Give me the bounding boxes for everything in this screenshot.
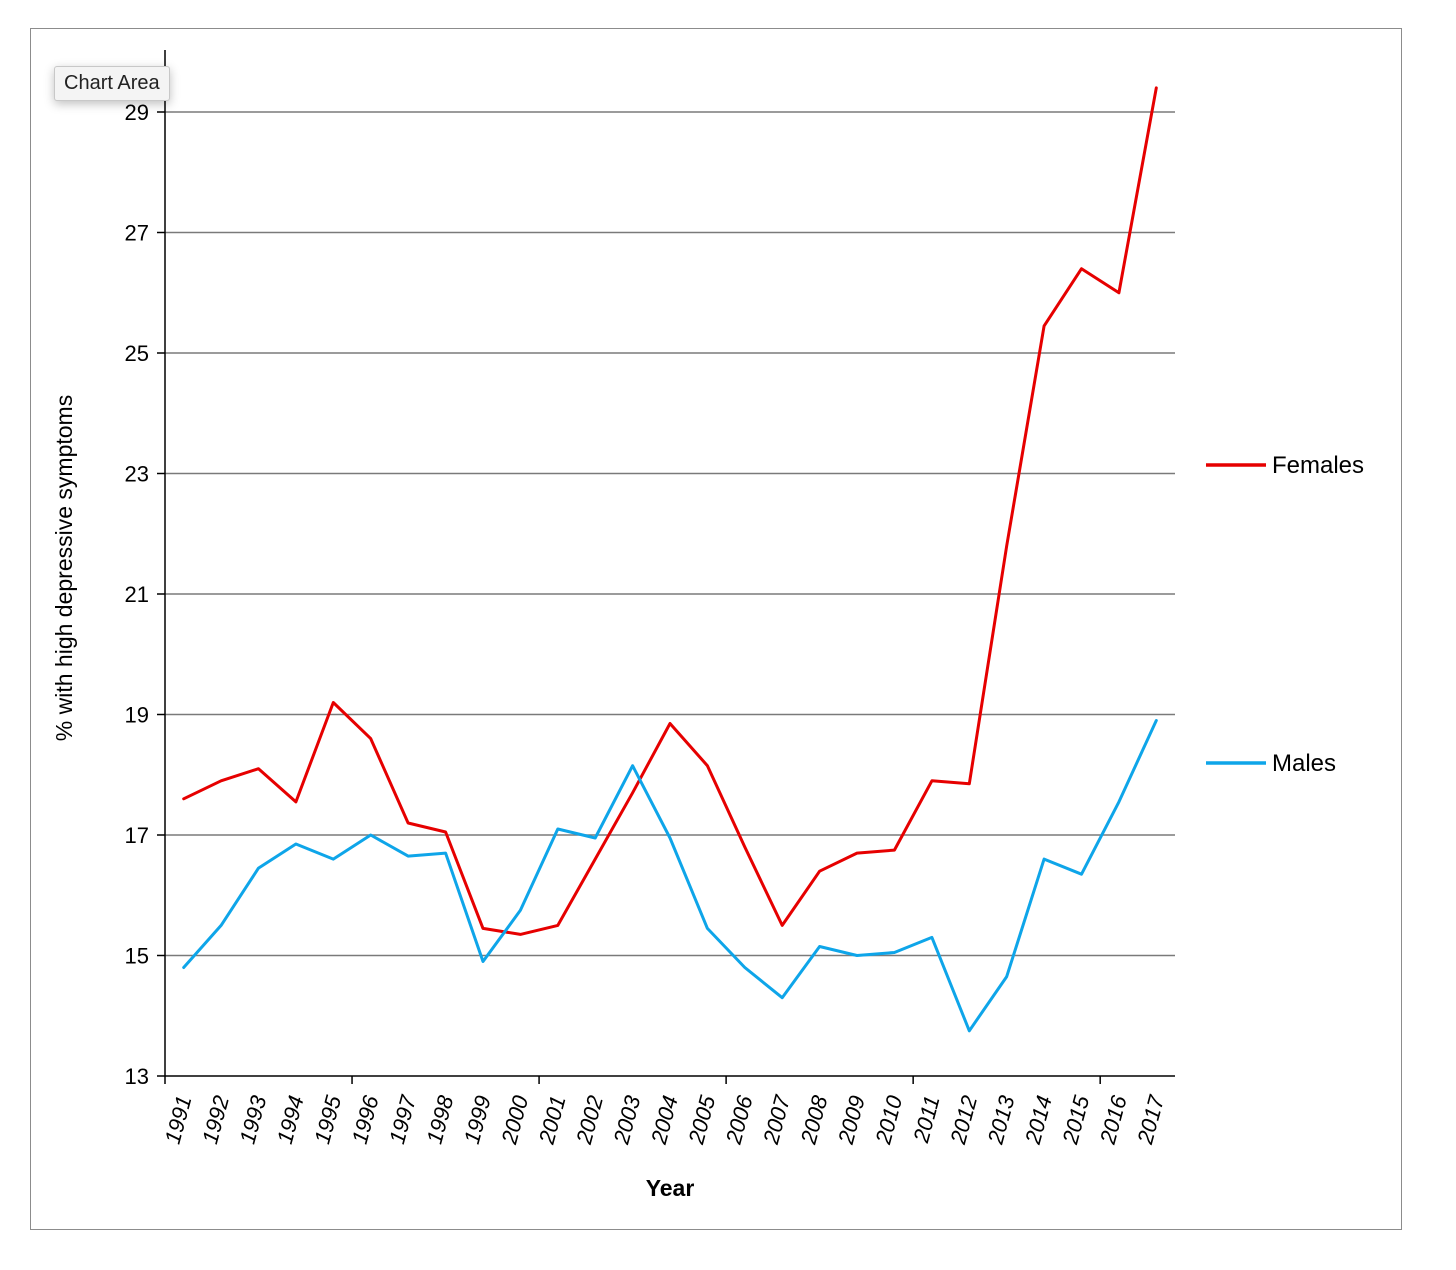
x-tick-label: 1997	[384, 1092, 421, 1146]
x-tick-label: 2009	[833, 1093, 870, 1148]
x-tick-label: 2014	[1020, 1093, 1057, 1148]
legend-label-males: Males	[1272, 750, 1336, 777]
x-tick-labels: 1991 1992 1993 1994 1995 1996 1997 1998 1999 2000…	[160, 1092, 1170, 1147]
x-tick-label: 2003	[608, 1092, 645, 1147]
x-tick-label: 2013	[982, 1092, 1019, 1147]
y-tick-label: 23	[125, 462, 149, 487]
x-tick-label: 2017	[1132, 1092, 1169, 1147]
x-tick-label: 2007	[758, 1092, 795, 1147]
legend: Females Males	[1206, 452, 1364, 777]
x-tick-label: 1992	[197, 1093, 234, 1147]
y-tick-label: 27	[125, 221, 149, 246]
x-tick-label: 2011	[908, 1093, 945, 1146]
y-tick-label: 17	[125, 823, 149, 848]
y-tick-label: 21	[125, 582, 149, 607]
y-tick-label: 13	[125, 1064, 149, 1089]
y-tick-label: 29	[125, 100, 149, 125]
gridlines	[165, 111, 1175, 957]
series-line-females	[182, 86, 1158, 936]
x-tick-label: 2004	[646, 1093, 683, 1148]
y-tick-labels: 13 15 17 19 21 23 25 27 29	[125, 100, 149, 1089]
x-tick-label: 2012	[945, 1093, 982, 1148]
x-tick-label: 1994	[272, 1093, 309, 1147]
chart-frame[interactable]	[30, 28, 1402, 1230]
series-line-males	[182, 719, 1158, 1033]
chart-area-tooltip: Chart Area	[54, 66, 170, 101]
x-tick-label: 2008	[795, 1092, 832, 1147]
x-tick-label: 1998	[422, 1092, 459, 1146]
x-axis-title: Year	[646, 1175, 695, 1201]
x-tick-label: 2016	[1095, 1092, 1132, 1147]
y-axis-title: % with high depressive symptoms	[51, 395, 77, 741]
x-tick-label: 1996	[347, 1092, 384, 1146]
axes	[157, 50, 1175, 1084]
series-lines	[182, 86, 1158, 1033]
x-tick-label: 2005	[683, 1092, 720, 1147]
x-tick-label: 2001	[534, 1093, 571, 1148]
y-tick-label: 19	[125, 703, 149, 728]
x-tick-label: 2002	[571, 1093, 608, 1148]
x-tick-label: 1995	[309, 1092, 346, 1146]
x-tick-label: 2010	[870, 1092, 907, 1147]
x-tick-label: 1999	[459, 1093, 496, 1147]
x-tick-label: 2015	[1057, 1092, 1094, 1147]
legend-label-females: Females	[1272, 452, 1364, 479]
x-tick-label: 1991	[160, 1093, 197, 1147]
y-tick-label: 15	[125, 944, 149, 969]
x-tick-label: 1993	[235, 1092, 272, 1146]
x-tick-label: 2000	[496, 1092, 533, 1147]
x-tick-label: 2006	[721, 1092, 758, 1147]
y-tick-label: 25	[125, 341, 149, 366]
